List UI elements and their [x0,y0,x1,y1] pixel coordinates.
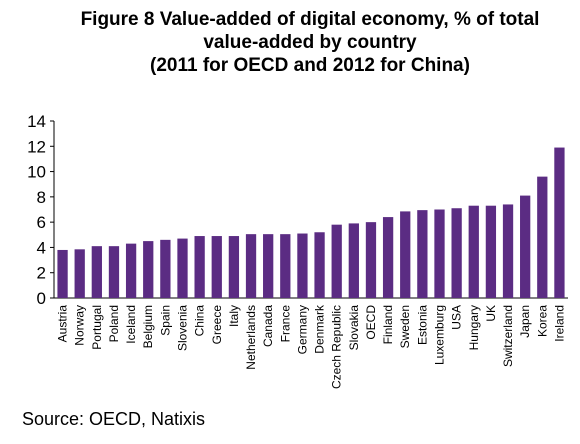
y-tick-label: 10 [27,163,46,182]
bar [485,205,497,298]
bar [537,176,548,298]
bar [468,205,479,298]
title-line-3: (2011 for OECD and 2012 for China) [150,55,470,76]
bar [125,243,137,298]
x-tick-label: Finland [381,305,395,344]
x-tick-label: Austria [56,305,70,343]
x-tick-label: Estonia [415,305,429,345]
x-tick-label: Slovakia [347,305,361,351]
bar [245,234,257,298]
title-line-2: value-added by country [203,32,417,53]
source-note: Source: OECD, Natixis [22,409,206,429]
x-tick-label: Czech Republic [330,305,344,389]
x-tick-label: Canada [261,305,275,347]
x-tick-label: Belgium [141,305,155,348]
bar [297,233,308,298]
y-tick-label: 0 [37,289,46,308]
x-tick-label: Slovenia [176,305,190,351]
bar [434,209,445,298]
x-tick-label: USA [450,305,464,330]
x-tick-label: Japan [518,305,532,338]
bar [331,224,342,298]
bar [502,204,514,298]
x-tick-label: Iceland [124,305,138,344]
title-line-1: Figure 8 Value-added of digital economy,… [80,9,540,30]
bar [108,246,120,298]
bar [228,236,240,298]
bar [365,222,377,298]
y-tick-label: 12 [27,137,46,156]
y-tick-label: 6 [37,213,46,232]
bar [417,210,428,298]
y-tick-label: 4 [37,238,46,257]
x-tick-label: Norway [73,305,87,346]
bar-chart: 0 2 4 6 8 10 12 14 Austria Norway Portugal Poland Ic… [27,112,568,389]
bar [194,236,205,298]
bar [400,211,411,298]
x-tick-label: OECD [364,305,378,340]
x-tick-label: Luxemburg [433,305,447,365]
bar [74,249,85,298]
bar [263,234,274,298]
bar [554,147,565,298]
x-tick-label: Switzerland [501,305,515,367]
bar [57,249,68,298]
x-tick-label: Sweden [398,305,412,348]
bar [520,195,531,298]
x-tick-label: Ireland [552,305,566,342]
bar [280,234,291,298]
chart-title: Figure 8 Value-added of digital economy,… [60,8,560,77]
bar [382,217,394,298]
bar [143,241,154,298]
x-tick-label: UK [484,305,498,322]
x-tick-label: Hungary [467,305,481,350]
x-tick-label: Germany [295,305,309,354]
bar [91,246,102,298]
y-tick-label: 14 [27,112,46,131]
bar [211,236,222,298]
x-tick-label: Poland [107,305,121,342]
bar [451,208,462,298]
bar [314,232,325,298]
x-tick-label: Portugal [90,305,104,350]
y-tick-label: 8 [37,188,46,207]
bar [177,238,188,298]
x-tick-label: Italy [227,305,241,327]
x-tick-label: Denmark [313,304,327,354]
x-tick-label: Greece [210,305,224,345]
x-tick-label: France [278,305,292,343]
x-tick-label: Korea [535,305,549,337]
bar [348,223,359,298]
bar [160,239,171,298]
x-tick-label: China [193,305,207,337]
x-tick-label: Netherlands [244,305,258,370]
x-tick-label: Spain [158,305,172,336]
y-tick-label: 2 [37,264,46,283]
